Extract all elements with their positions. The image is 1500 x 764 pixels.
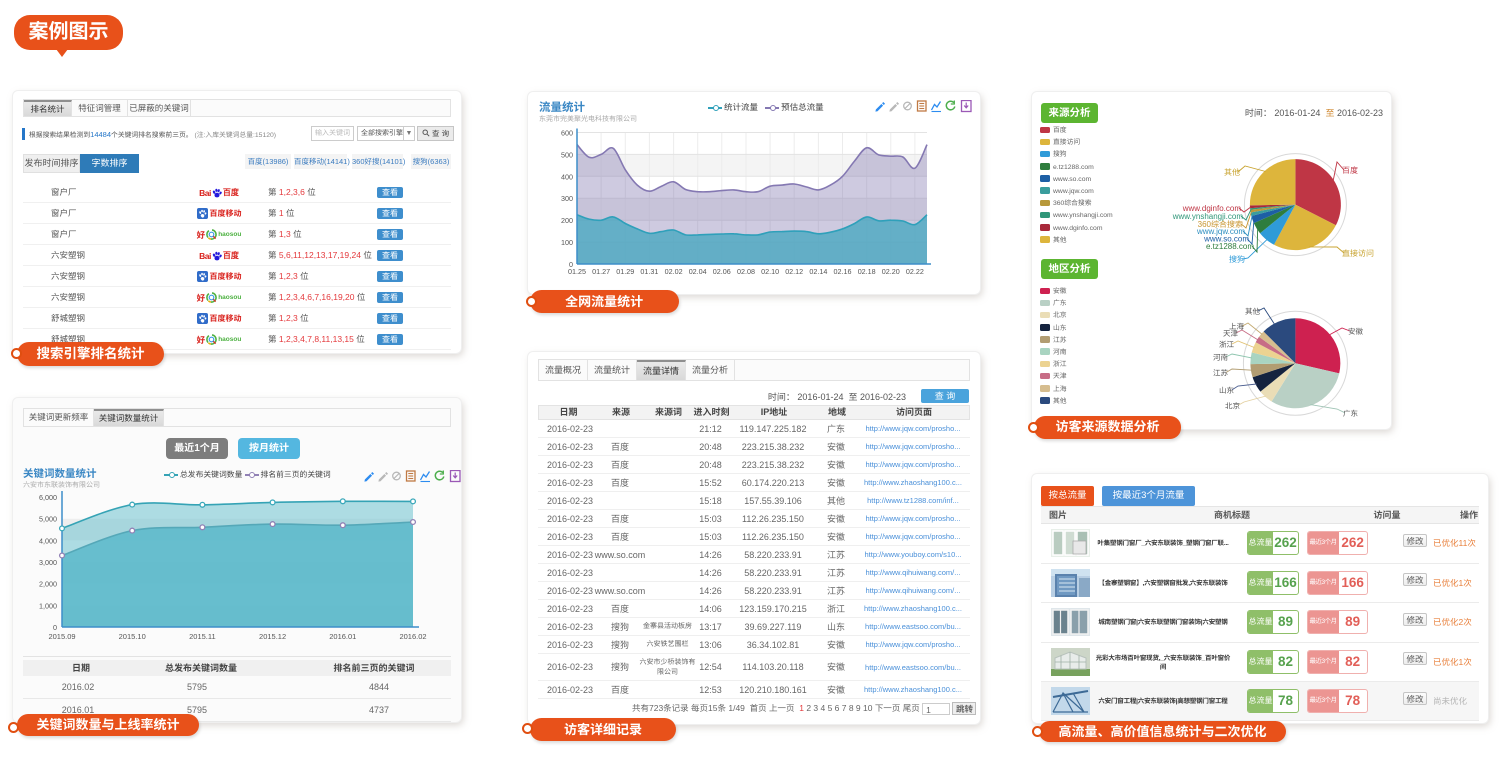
svg-text:0: 0	[53, 623, 57, 632]
svg-text:01.31: 01.31	[640, 267, 658, 276]
svg-text:02.04: 02.04	[689, 267, 707, 276]
svg-text:山东: 山东	[1219, 386, 1235, 395]
svg-text:3,000: 3,000	[39, 558, 57, 567]
svg-text:河南: 河南	[1213, 353, 1229, 362]
svg-text:01.27: 01.27	[592, 267, 610, 276]
svg-text:www.jqw.com: www.jqw.com	[1196, 227, 1245, 236]
svg-text:500: 500	[561, 150, 573, 159]
svg-text:6,000: 6,000	[39, 493, 57, 502]
svg-text:2015.11: 2015.11	[189, 632, 216, 641]
svg-text:02.22: 02.22	[906, 267, 924, 276]
svg-text:02.14: 02.14	[809, 267, 827, 276]
svg-text:安徽: 安徽	[1348, 327, 1364, 336]
svg-text:600: 600	[561, 129, 573, 138]
svg-text:天津: 天津	[1223, 329, 1239, 338]
svg-text:02.16: 02.16	[834, 267, 852, 276]
svg-text:直接访问: 直接访问	[1342, 249, 1374, 258]
svg-text:2,000: 2,000	[39, 580, 57, 589]
svg-text:2016.02: 2016.02	[399, 632, 426, 641]
svg-text:01.29: 01.29	[616, 267, 634, 276]
svg-text:0: 0	[569, 260, 573, 269]
svg-text:www.so.com: www.so.com	[1203, 235, 1249, 244]
svg-text:其他: 其他	[1245, 307, 1261, 316]
svg-text:01.25: 01.25	[568, 267, 586, 276]
svg-text:02.10: 02.10	[761, 267, 779, 276]
svg-text:5,000: 5,000	[39, 515, 57, 524]
svg-text:02.20: 02.20	[882, 267, 900, 276]
svg-text:200: 200	[561, 216, 573, 225]
svg-text:其他: 其他	[1224, 168, 1240, 177]
svg-text:02.06: 02.06	[713, 267, 731, 276]
svg-text:2015.12: 2015.12	[259, 632, 286, 641]
svg-text:江苏: 江苏	[1213, 369, 1229, 378]
svg-text:e.tz1288.com: e.tz1288.com	[1206, 242, 1254, 251]
svg-text:100: 100	[561, 238, 573, 247]
svg-text:搜狗: 搜狗	[1229, 255, 1245, 264]
svg-text:360综合搜索: 360综合搜索	[1198, 220, 1243, 229]
svg-text:www.ynshangji.com: www.ynshangji.com	[1172, 212, 1244, 221]
svg-text:02.12: 02.12	[785, 267, 803, 276]
svg-text:02.02: 02.02	[665, 267, 683, 276]
svg-text:www.dginfo.com: www.dginfo.com	[1182, 204, 1242, 213]
svg-text:上海: 上海	[1229, 322, 1245, 331]
svg-text:02.18: 02.18	[858, 267, 876, 276]
svg-text:1,000: 1,000	[39, 601, 57, 610]
svg-text:广东: 广东	[1343, 409, 1359, 418]
svg-text:北京: 北京	[1225, 401, 1241, 410]
svg-text:2015.09: 2015.09	[48, 632, 75, 641]
svg-text:02.08: 02.08	[737, 267, 755, 276]
svg-text:300: 300	[561, 194, 573, 203]
svg-text:2015.10: 2015.10	[119, 632, 146, 641]
svg-text:2016.01: 2016.01	[329, 632, 356, 641]
svg-text:百度: 百度	[1342, 166, 1358, 175]
svg-text:4,000: 4,000	[39, 536, 57, 545]
svg-text:浙江: 浙江	[1219, 340, 1235, 349]
svg-text:400: 400	[561, 172, 573, 181]
